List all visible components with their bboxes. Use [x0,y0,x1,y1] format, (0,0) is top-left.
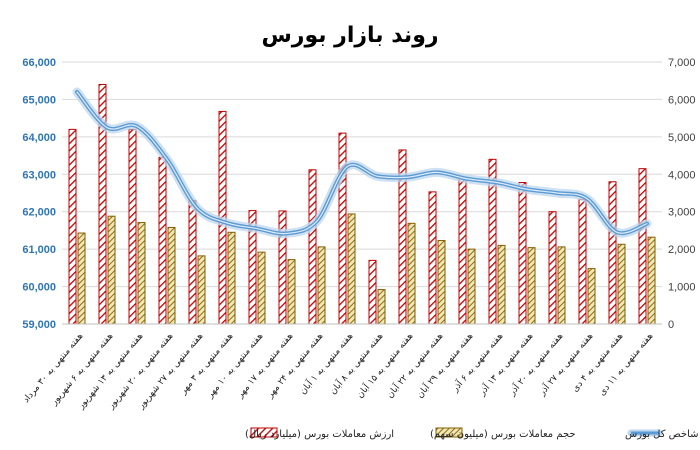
bar-trade-volume [648,237,655,324]
right-axis-tick: 1,000 [668,282,696,294]
bar-trade-value [309,170,316,324]
bar-trade-value [279,211,286,324]
bar-trade-volume [558,247,565,324]
left-axis-tick: 61,000 [22,244,56,256]
right-axis-tick: 0 [668,319,674,331]
left-axis-tick: 66,000 [22,57,56,69]
left-axis-tick: 63,000 [22,169,56,181]
x-tick-label: هفته منتهی به ۱ آبان [297,330,356,397]
bar-trade-volume [168,227,175,324]
bar-trade-value [519,183,526,324]
chart-title: روند بازار بورس [261,23,438,48]
x-tick-label: هفته منتهی به ۲۴ مهر [265,331,326,401]
legend: شاخص کل بورس حجم معاملات بورس (میلیون سهم… [245,428,699,440]
right-axis-tick: 2,000 [668,244,696,256]
left-axis-tick: 59,000 [22,319,56,331]
bar-trade-value [129,129,136,324]
bar-trade-volume [108,216,115,324]
bar-trade-volume [258,252,265,324]
bar-trade-volume [228,232,235,324]
bar-trade-volume [378,290,385,324]
x-tick-label: هفته منتهی به ۱۱ دی [597,331,655,398]
bar-trade-volume [198,256,205,324]
bar-trade-volume [438,241,445,324]
x-tick-label: هفته منتهی به ۲۲ آبان [384,330,446,400]
left-axis-tick: 60,000 [22,282,56,294]
bar-trade-value [189,200,196,324]
bar-trade-volume [348,214,355,324]
bar-trade-value [429,192,436,324]
x-tick-label: هفته منتهی به ۳ مهر [178,331,236,397]
x-tick-label: هفته منتهی به ۱۵ آبان [354,330,416,400]
bars [69,84,655,324]
bar-trade-volume [468,249,475,324]
bar-trade-volume [138,223,145,324]
legend-label: ارزش معاملات بورس (میلیارد ریال) [245,429,394,440]
bar-trade-value [579,199,586,324]
bar-trade-volume [618,244,625,324]
bar-trade-volume [318,247,325,324]
x-tick-label: هفته منتهی به ۱۷ مهر [235,331,296,401]
bar-trade-volume [498,245,505,324]
right-axis-tick: 6,000 [668,94,696,106]
x-tick-label: هفته منتهی به ۲۰ آذر [505,330,565,398]
bar-trade-value [609,182,616,324]
right-axis-tick: 7,000 [668,57,696,69]
bar-trade-volume [528,248,535,324]
bar-trade-value [159,157,166,324]
right-axis-tick: 5,000 [668,132,696,144]
x-tick-label: هفته منتهی به ۶ آذر [448,330,505,395]
x-tick-label: هفته منتهی به ۱۳ آذر [475,330,535,398]
bar-trade-value [339,133,346,324]
legend-label: حجم معاملات بورس (میلیون سهم) [430,429,576,440]
bar-trade-value [639,169,646,324]
left-axis-tick: 62,000 [22,207,56,219]
x-tick-label: هفته منتهی به ۲۷ آذر [535,330,595,398]
left-axis-tick: 65,000 [22,94,56,106]
x-tick-label: هفته منتهی به ۲۹ آبان [414,330,476,400]
bar-trade-volume [588,269,595,324]
bar-trade-volume [288,260,295,324]
bar-trade-value [69,129,76,324]
right-axis-tick: 3,000 [668,207,696,219]
x-tick-label: هفته منتهی به ۱۰ مهر [205,331,266,401]
bar-trade-value [459,178,466,324]
bar-trade-value [549,212,556,324]
bar-trade-value [369,260,376,324]
x-tick-label: هفته منتهی به ۸ آبان [327,330,386,397]
legend-label: شاخص کل بورس [625,429,699,440]
bar-trade-volume [408,223,415,324]
bar-trade-volume [78,233,85,324]
left-axis-tick: 64,000 [22,132,56,144]
right-axis-tick: 4,000 [668,169,696,181]
